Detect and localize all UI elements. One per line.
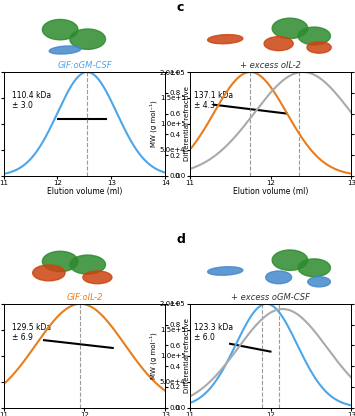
Y-axis label: Differential refractive
index: Differential refractive index [184, 87, 197, 161]
Y-axis label: MW (g mol⁻¹): MW (g mol⁻¹) [149, 332, 157, 379]
Ellipse shape [266, 271, 291, 284]
Ellipse shape [33, 265, 65, 281]
Text: 110.4 kDa
± 3.0: 110.4 kDa ± 3.0 [12, 91, 51, 110]
X-axis label: Elution volume (ml): Elution volume (ml) [47, 188, 122, 196]
Ellipse shape [83, 271, 112, 284]
Y-axis label: MW (g mol⁻¹): MW (g mol⁻¹) [149, 101, 157, 147]
Ellipse shape [298, 259, 331, 277]
Ellipse shape [308, 277, 331, 287]
Text: d: d [177, 233, 186, 246]
Text: 123.3 kDa
± 6.0: 123.3 kDa ± 6.0 [195, 322, 234, 342]
Text: + excess oIL-2: + excess oIL-2 [240, 61, 301, 70]
Ellipse shape [70, 29, 105, 50]
Text: 129.5 kDa
± 6.9: 129.5 kDa ± 6.9 [12, 322, 51, 342]
Text: GIF:oGM-CSF: GIF:oGM-CSF [57, 61, 112, 70]
Ellipse shape [49, 46, 81, 54]
Ellipse shape [42, 251, 78, 272]
X-axis label: Elution volume (ml): Elution volume (ml) [233, 188, 308, 196]
Ellipse shape [208, 35, 243, 44]
Ellipse shape [70, 255, 105, 274]
Ellipse shape [208, 267, 243, 275]
Text: c: c [177, 1, 184, 14]
Ellipse shape [42, 20, 78, 40]
Ellipse shape [264, 37, 293, 51]
Ellipse shape [272, 250, 308, 270]
Ellipse shape [307, 42, 331, 53]
Text: 137.1 kDa
± 4.3: 137.1 kDa ± 4.3 [195, 91, 234, 110]
Y-axis label: Differential refractive
index: Differential refractive index [184, 318, 197, 393]
Ellipse shape [272, 18, 308, 39]
Text: + excess oGM-CSF: + excess oGM-CSF [231, 293, 310, 302]
Text: GIF:oIL-2: GIF:oIL-2 [66, 293, 103, 302]
Ellipse shape [298, 27, 331, 45]
